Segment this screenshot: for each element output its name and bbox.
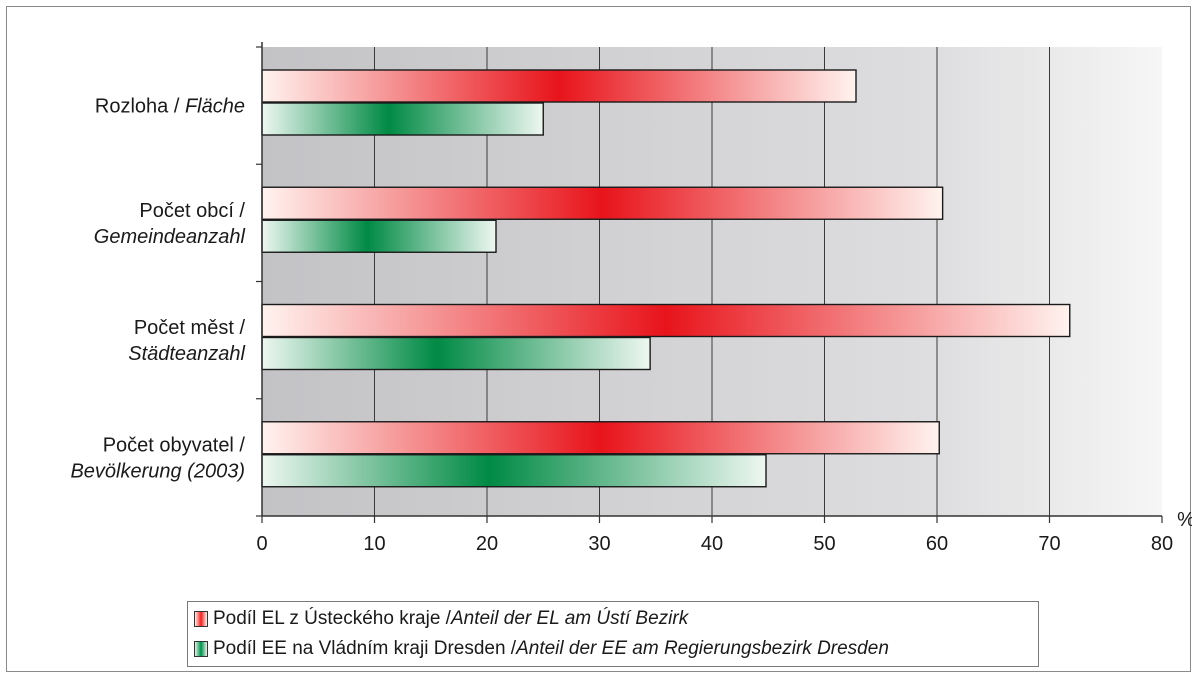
x-tick-label: 80 (1151, 533, 1173, 555)
bar-el (261, 303, 1071, 338)
bar-chart: 0 10 20 30 40 50 60 70 80% Rozloha / Fläche Počet … (70, 42, 1192, 555)
x-tick-label: 50 (813, 533, 835, 555)
category-label: Počet měst / (134, 317, 246, 339)
bar-ee (261, 219, 497, 253)
chart-frame: 0 10 20 30 40 50 60 70 80% Rozloha / Fläche Počet … (6, 6, 1192, 672)
bar-ee (261, 102, 544, 136)
bar-el (261, 186, 944, 220)
legend-item-el: Podíl EL z Ústeckého kraje / Anteil der … (194, 606, 688, 632)
category-label-italic: Fläche (185, 96, 245, 118)
category-label-italic: Städteanzahl (128, 343, 245, 365)
legend-label-el: Podíl EL z Ústeckého kraje / (213, 608, 451, 629)
bar-ee (261, 454, 767, 488)
category-label: Rozloha / Fläche (95, 96, 245, 118)
x-tick-label: 10 (363, 533, 385, 555)
x-tick-label: 0 (256, 533, 267, 555)
bar-ee (261, 336, 651, 371)
legend-label-ee-italic: Anteil der EE am Regierungsbezirk Dresde… (516, 638, 889, 659)
category-label: Počet obcí / (139, 200, 245, 222)
x-unit-label: % (1177, 509, 1192, 531)
bar-el (261, 421, 940, 455)
category-label-italic: Gemeindeanzahl (94, 226, 246, 248)
x-tick-label: 40 (701, 533, 723, 555)
category-label: Počet obyvatel / (103, 434, 246, 456)
legend: Podíl EL z Ústeckého kraje / Anteil der … (187, 601, 1039, 667)
legend-label-el-italic: Anteil der EL am Ústí Bezirk (450, 608, 689, 629)
legend-item-ee: Podíl EE na Vládním kraji Dresden / Ante… (194, 636, 889, 662)
legend-swatch-red (194, 611, 208, 627)
legend-swatch-green (194, 641, 208, 657)
bar-el (261, 69, 857, 103)
x-tick-label: 30 (588, 533, 610, 555)
x-tick-label: 60 (926, 533, 948, 555)
legend-label-ee: Podíl EE na Vládním kraji Dresden / (213, 638, 517, 659)
x-tick-label: 70 (1038, 533, 1060, 555)
x-tick-label: 20 (476, 533, 498, 555)
category-label-italic: Bevölkerung (2003) (70, 460, 245, 482)
